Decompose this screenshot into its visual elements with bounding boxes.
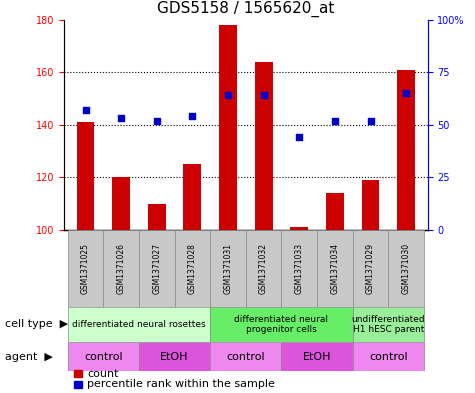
Text: GSM1371025: GSM1371025 bbox=[81, 243, 90, 294]
Text: GSM1371026: GSM1371026 bbox=[117, 243, 125, 294]
Bar bbox=[183, 164, 201, 230]
Text: EtOH: EtOH bbox=[160, 352, 189, 362]
FancyBboxPatch shape bbox=[67, 307, 210, 342]
FancyBboxPatch shape bbox=[317, 230, 352, 307]
FancyBboxPatch shape bbox=[175, 230, 210, 307]
Point bbox=[260, 92, 267, 99]
Bar bbox=[76, 122, 95, 230]
Point bbox=[331, 118, 339, 124]
Point bbox=[402, 90, 410, 96]
Text: GSM1371032: GSM1371032 bbox=[259, 243, 268, 294]
Text: GSM1371028: GSM1371028 bbox=[188, 243, 197, 294]
Bar bbox=[361, 180, 380, 230]
Text: control: control bbox=[84, 352, 123, 362]
Point bbox=[367, 118, 374, 124]
Text: GSM1371031: GSM1371031 bbox=[224, 243, 232, 294]
FancyBboxPatch shape bbox=[139, 230, 175, 307]
Text: control: control bbox=[369, 352, 408, 362]
Text: control: control bbox=[227, 352, 265, 362]
Bar bbox=[219, 25, 237, 230]
FancyBboxPatch shape bbox=[67, 230, 104, 307]
FancyBboxPatch shape bbox=[352, 342, 424, 371]
FancyBboxPatch shape bbox=[281, 230, 317, 307]
FancyBboxPatch shape bbox=[210, 307, 352, 342]
Text: cell type  ▶: cell type ▶ bbox=[5, 319, 68, 329]
Text: GSM1371030: GSM1371030 bbox=[402, 242, 410, 294]
Text: EtOH: EtOH bbox=[303, 352, 332, 362]
Text: GSM1371027: GSM1371027 bbox=[152, 243, 161, 294]
FancyBboxPatch shape bbox=[352, 307, 424, 342]
FancyBboxPatch shape bbox=[104, 230, 139, 307]
Point bbox=[153, 118, 161, 124]
FancyBboxPatch shape bbox=[210, 230, 246, 307]
Text: GSM1371029: GSM1371029 bbox=[366, 243, 375, 294]
Text: undifferentiated
H1 hESC parent: undifferentiated H1 hESC parent bbox=[352, 314, 425, 334]
Bar bbox=[112, 177, 130, 230]
Point bbox=[117, 115, 125, 121]
Bar bbox=[290, 227, 308, 230]
FancyBboxPatch shape bbox=[281, 342, 352, 371]
FancyBboxPatch shape bbox=[352, 230, 389, 307]
Bar bbox=[255, 62, 273, 230]
Bar bbox=[326, 193, 344, 230]
Point bbox=[224, 92, 232, 99]
Text: differentiated neural
progenitor cells: differentiated neural progenitor cells bbox=[235, 314, 328, 334]
Text: count: count bbox=[87, 369, 118, 379]
FancyBboxPatch shape bbox=[210, 342, 281, 371]
Bar bbox=[397, 70, 415, 230]
FancyBboxPatch shape bbox=[67, 342, 139, 371]
FancyBboxPatch shape bbox=[389, 230, 424, 307]
FancyBboxPatch shape bbox=[246, 230, 281, 307]
Point bbox=[295, 134, 303, 141]
Text: differentiated neural rosettes: differentiated neural rosettes bbox=[72, 320, 206, 329]
Title: GDS5158 / 1565620_at: GDS5158 / 1565620_at bbox=[157, 1, 334, 17]
Point bbox=[189, 113, 196, 119]
Text: percentile rank within the sample: percentile rank within the sample bbox=[87, 379, 275, 389]
Bar bbox=[148, 204, 166, 230]
FancyBboxPatch shape bbox=[139, 342, 210, 371]
Text: GSM1371033: GSM1371033 bbox=[295, 242, 304, 294]
Text: GSM1371034: GSM1371034 bbox=[331, 242, 339, 294]
Point bbox=[82, 107, 89, 113]
Text: agent  ▶: agent ▶ bbox=[5, 352, 53, 362]
